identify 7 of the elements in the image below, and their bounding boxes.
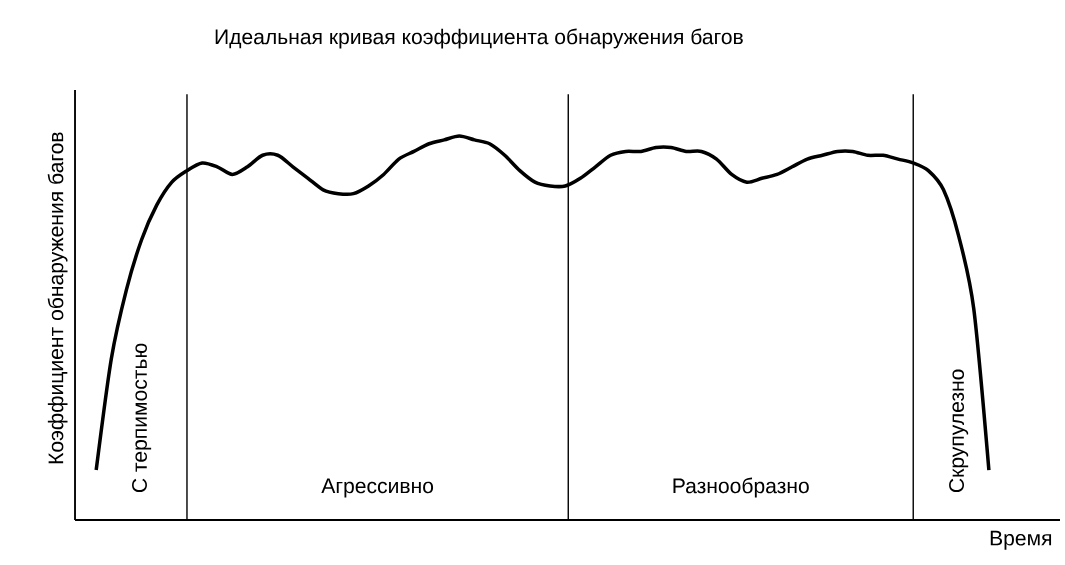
annotation: С терпимостью	[132, 343, 152, 493]
annotation: Скрупулезно	[949, 369, 969, 493]
y-axis-title: Коэффициент обнаружения багов	[47, 132, 68, 464]
annotation: Разнообразно	[673, 477, 809, 498]
x-axis-title: Время	[990, 530, 1052, 550]
annotation: Агрессивно	[321, 478, 434, 498]
chart-title: Идеальная кривая коэффициента обнаружения багов	[215, 28, 743, 49]
